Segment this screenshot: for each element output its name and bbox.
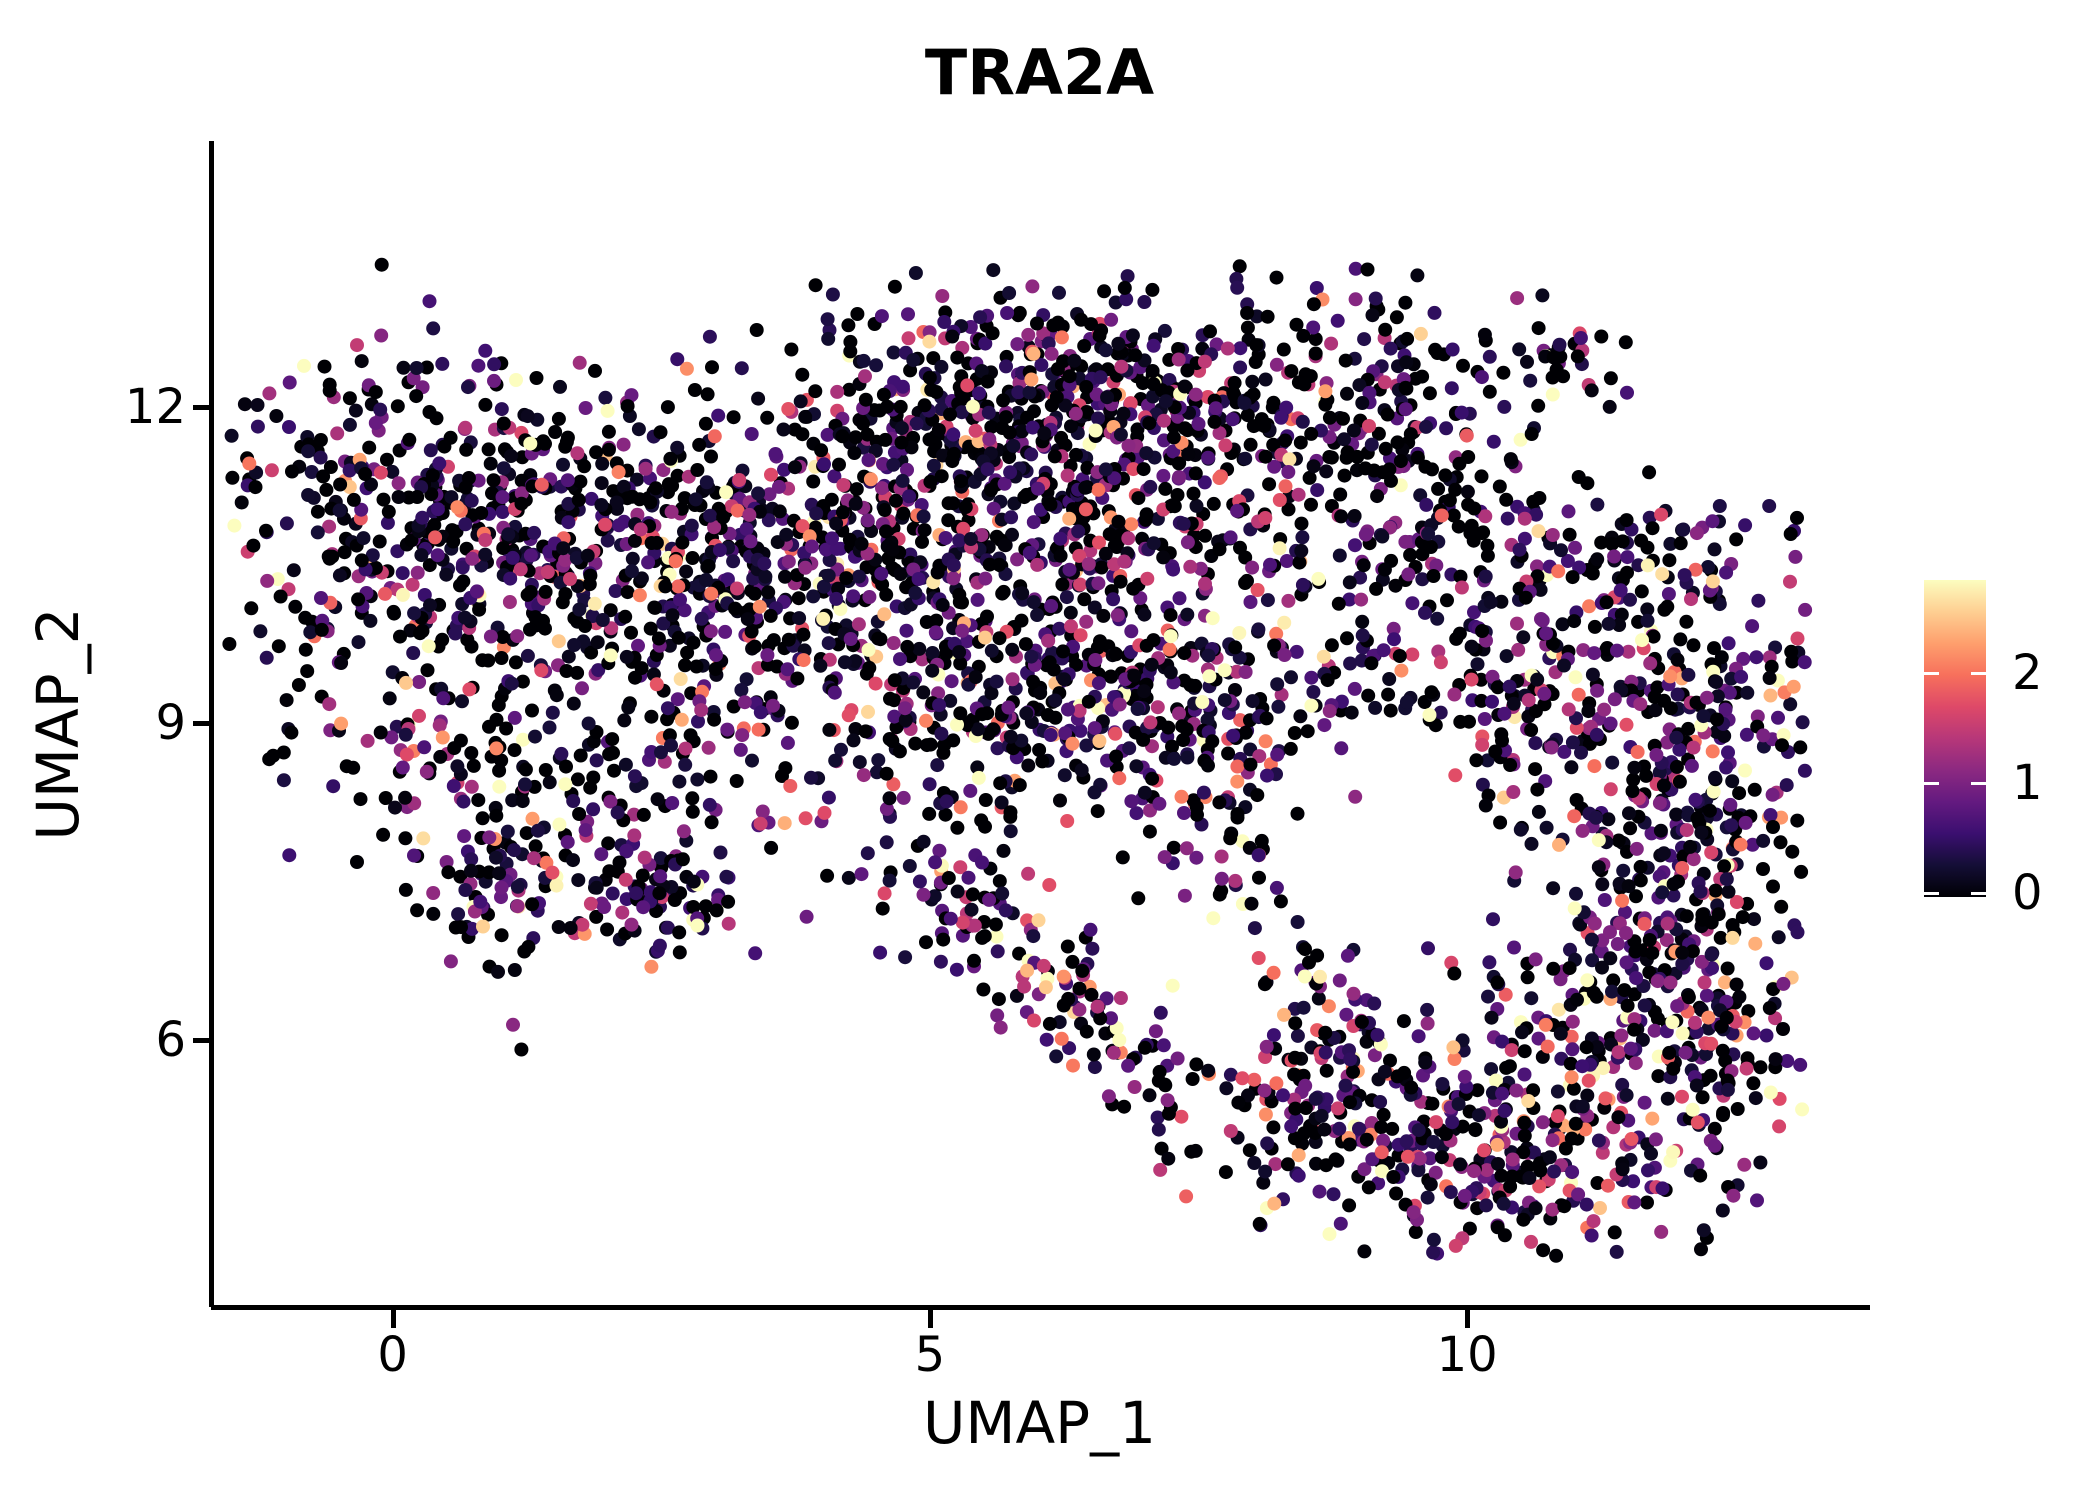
colorbar-tick-mark xyxy=(1971,782,1986,785)
colorbar xyxy=(1924,580,1986,897)
x-tick-mark xyxy=(927,1310,933,1328)
y-tick-mark xyxy=(193,1038,211,1044)
colorbar-tick-mark xyxy=(1924,892,1939,895)
x-axis-label: UMAP_1 xyxy=(922,1389,1157,1457)
x-tick-label: 0 xyxy=(377,1327,408,1383)
colorbar-tick-mark xyxy=(1924,672,1939,675)
colorbar-tick-mark xyxy=(1971,892,1986,895)
plot-title: TRA2A xyxy=(924,36,1155,109)
y-tick-mark xyxy=(193,404,211,410)
colorbar-tick-mark xyxy=(1971,672,1986,675)
y-tick-label: 6 xyxy=(155,1012,186,1069)
y-tick-mark xyxy=(193,721,211,727)
y-tick-label: 9 xyxy=(155,695,186,752)
colorbar-tick-label: 0 xyxy=(2012,865,2043,921)
colorbar-tick-label: 2 xyxy=(2012,645,2043,701)
colorbar-tick-label: 1 xyxy=(2012,755,2043,811)
x-axis-line xyxy=(211,1305,1870,1310)
colorbar-tick-mark xyxy=(1924,782,1939,785)
y-tick-label: 12 xyxy=(124,378,186,435)
x-tick-label: 5 xyxy=(914,1327,946,1383)
colorbar-gradient xyxy=(1924,580,1986,897)
y-axis-line xyxy=(209,141,214,1307)
x-tick-mark xyxy=(390,1310,396,1328)
y-axis-label: UMAP_2 xyxy=(24,607,92,841)
x-tick-mark xyxy=(1465,1310,1471,1328)
x-tick-label: 10 xyxy=(1436,1327,1498,1383)
